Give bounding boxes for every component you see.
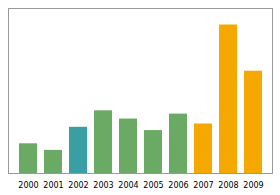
svg-text:2007: 2007 [193,181,213,190]
svg-text:2002: 2002 [68,181,88,190]
svg-text:2006: 2006 [168,181,188,190]
svg-text:2004: 2004 [118,181,138,190]
svg-text:2009: 2009 [243,181,263,190]
svg-text:2003: 2003 [93,181,113,190]
svg-text:2005: 2005 [143,181,163,190]
svg-text:2000: 2000 [18,181,38,190]
svg-text:2001: 2001 [43,181,63,190]
svg-text:2008: 2008 [218,181,238,190]
